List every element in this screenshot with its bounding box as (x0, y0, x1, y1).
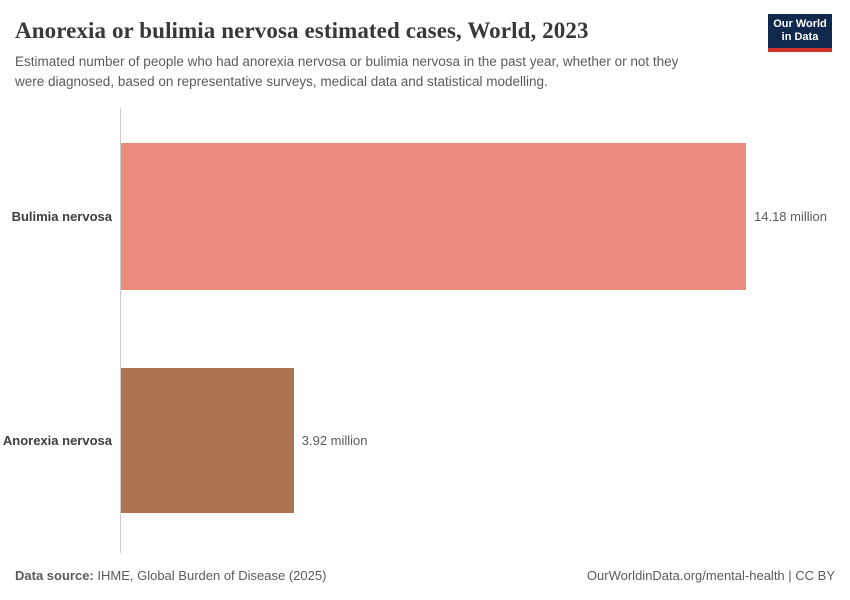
y-axis-line (120, 108, 121, 553)
owid-logo-line1: Our World (773, 18, 827, 30)
chart-subtitle-line1: Estimated number of people who had anore… (15, 54, 679, 69)
chart-subtitle: Estimated number of people who had anore… (15, 52, 775, 92)
data-source-label: Data source: (15, 568, 94, 583)
bar-row-bulimia-nervosa: 14.18 million (121, 143, 827, 290)
chart-subtitle-line2: were diagnosed, based on representative … (15, 74, 548, 89)
bar-value-anorexia-nervosa: 3.92 million (301, 433, 368, 448)
footer-credit-link[interactable]: OurWorldinData.org/mental-health | CC BY (586, 568, 835, 583)
bar-bulimia-nervosa[interactable] (121, 143, 746, 290)
page-title: Anorexia or bulimia nervosa estimated ca… (15, 18, 589, 43)
chart-footer: Data source: IHME, Global Burden of Dise… (15, 568, 835, 583)
bar-row-anorexia-nervosa: 3.92 million (121, 368, 368, 513)
data-source-value: IHME, Global Burden of Disease (2025) (97, 568, 327, 583)
bar-value-bulimia-nervosa: 14.18 million (754, 209, 827, 224)
data-source: Data source: IHME, Global Burden of Dise… (15, 568, 326, 583)
owid-logo[interactable]: Our World in Data (768, 14, 832, 52)
owid-logo-line2: in Data (781, 31, 819, 43)
bar-anorexia-nervosa[interactable] (121, 368, 294, 513)
bar-label-bulimia-nervosa: Bulimia nervosa (11, 209, 112, 224)
bar-label-anorexia-nervosa: Anorexia nervosa (2, 433, 112, 448)
